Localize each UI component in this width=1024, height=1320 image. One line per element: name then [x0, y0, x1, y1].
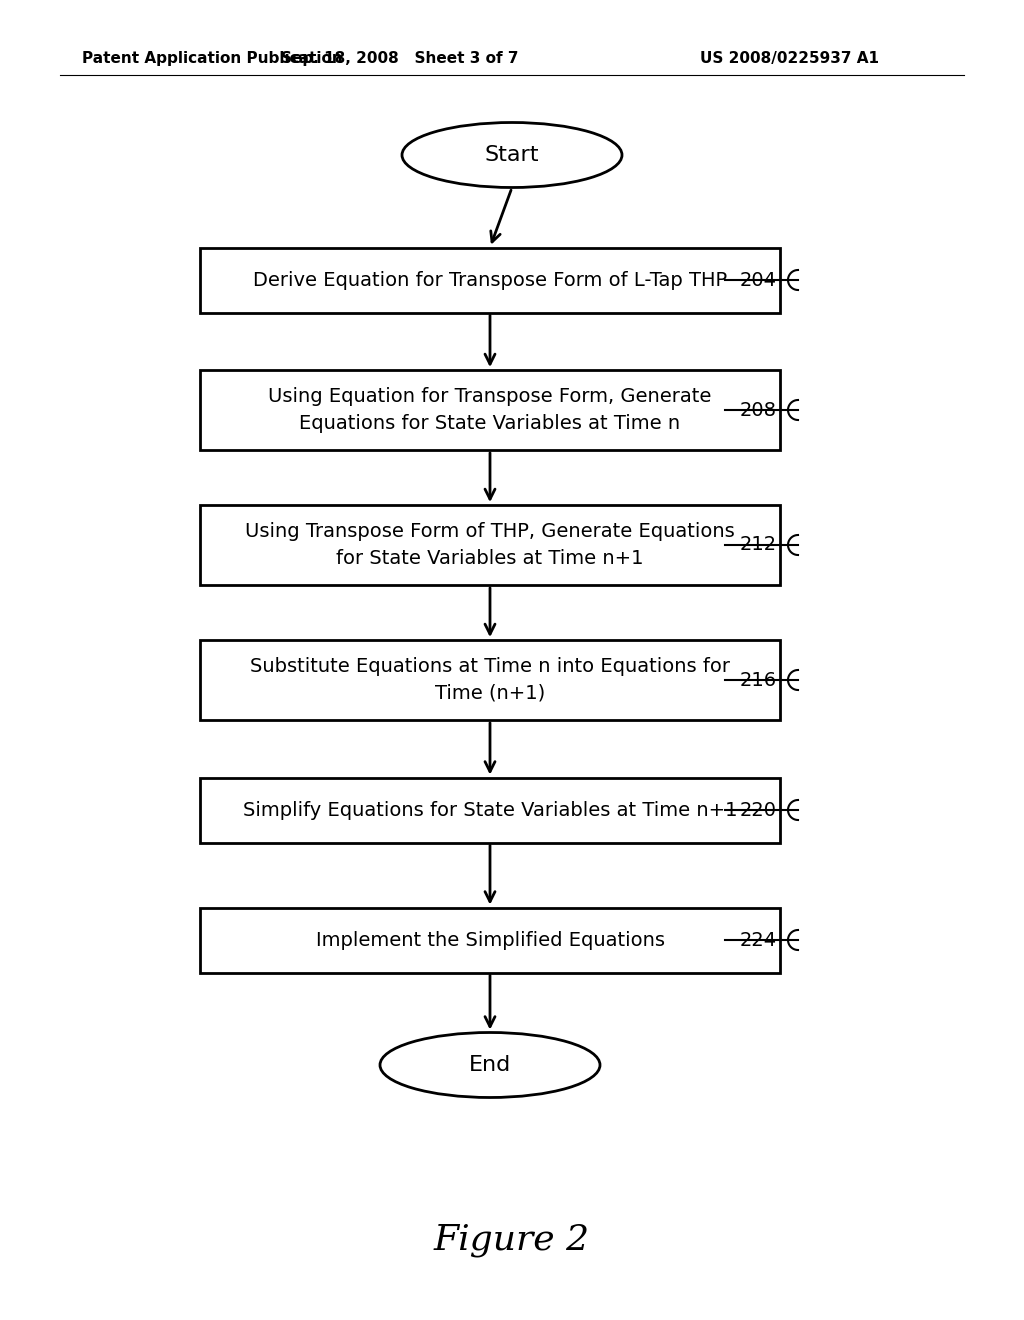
Text: Substitute Equations at Time n into Equations for
Time (n+1): Substitute Equations at Time n into Equa… [250, 657, 730, 702]
Bar [200, 777, 780, 842]
Text: 208: 208 [740, 400, 777, 420]
Text: 204: 204 [740, 271, 777, 289]
Text: Implement the Simplified Equations: Implement the Simplified Equations [315, 931, 665, 949]
Text: Derive Equation for Transpose Form of L-Tap THP: Derive Equation for Transpose Form of L-… [253, 271, 727, 289]
Text: 216: 216 [740, 671, 777, 689]
Ellipse shape [402, 123, 622, 187]
Text: 212: 212 [740, 536, 777, 554]
Bar [200, 640, 780, 719]
Text: Sep. 18, 2008   Sheet 3 of 7: Sep. 18, 2008 Sheet 3 of 7 [282, 50, 519, 66]
Bar [200, 370, 780, 450]
Text: Using Transpose Form of THP, Generate Equations
for State Variables at Time n+1: Using Transpose Form of THP, Generate Eq… [245, 523, 735, 568]
Text: End: End [469, 1055, 511, 1074]
Text: Patent Application Publication: Patent Application Publication [82, 50, 343, 66]
Text: Start: Start [484, 145, 540, 165]
Bar [200, 506, 780, 585]
Text: Simplify Equations for State Variables at Time n+1: Simplify Equations for State Variables a… [243, 800, 737, 820]
Bar [200, 908, 780, 973]
Text: US 2008/0225937 A1: US 2008/0225937 A1 [700, 50, 879, 66]
Text: 220: 220 [740, 800, 777, 820]
Text: 224: 224 [740, 931, 777, 949]
Bar [200, 248, 780, 313]
Text: Figure 2: Figure 2 [434, 1224, 590, 1257]
Text: Using Equation for Transpose Form, Generate
Equations for State Variables at Tim: Using Equation for Transpose Form, Gener… [268, 387, 712, 433]
Ellipse shape [380, 1032, 600, 1097]
